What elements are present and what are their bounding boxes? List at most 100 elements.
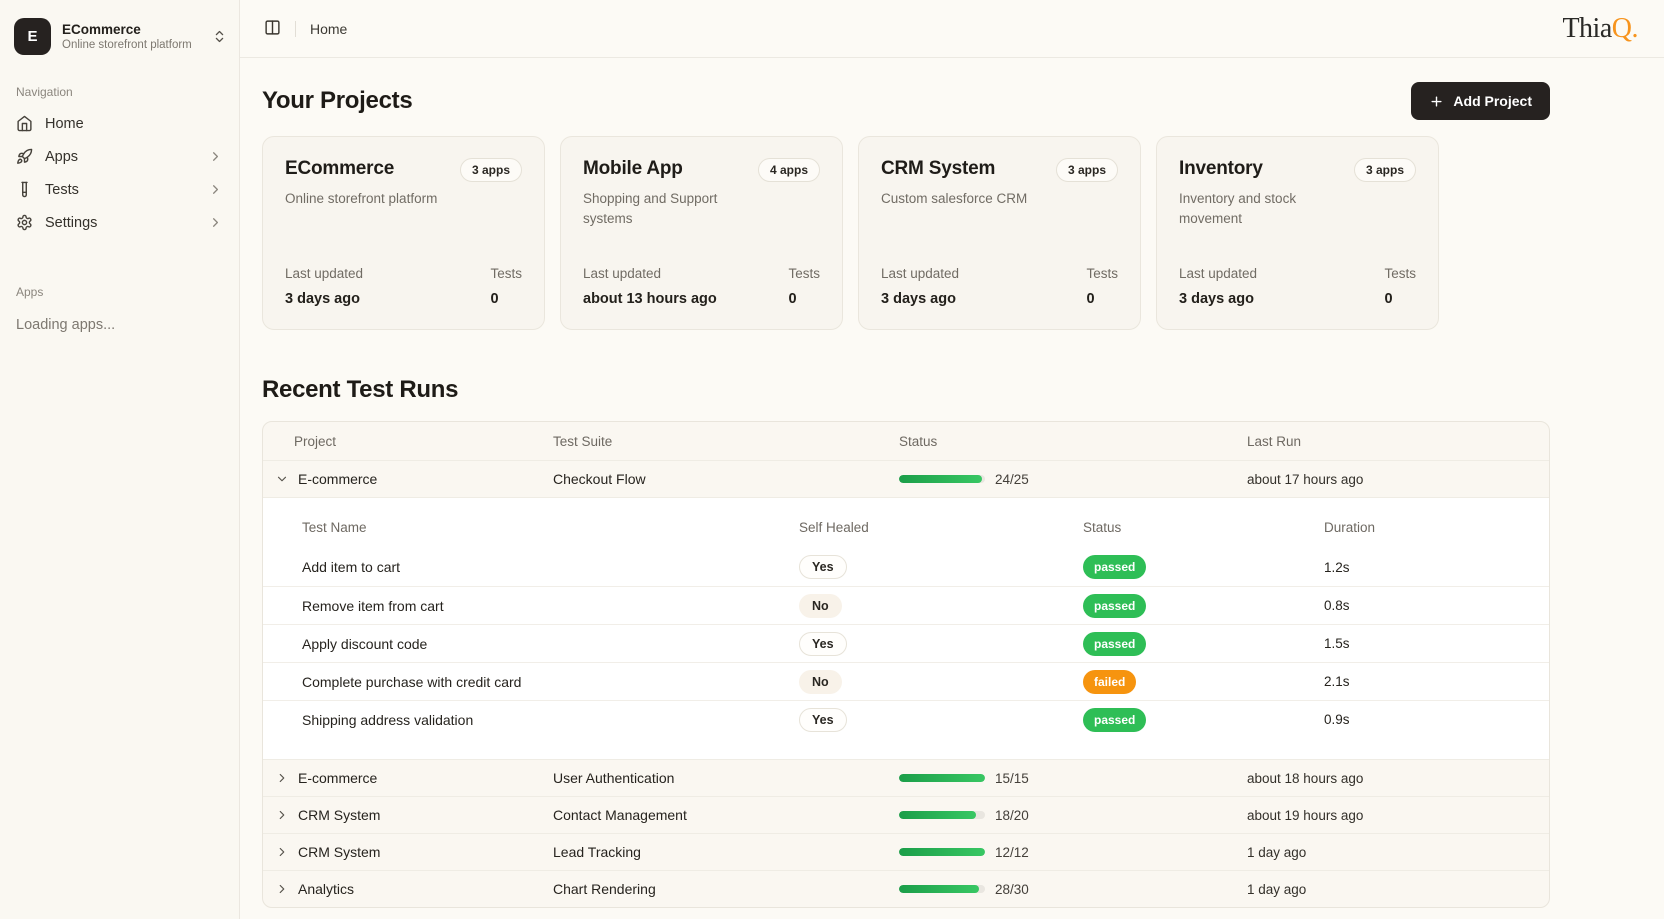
last-updated-label: Last updated (881, 266, 959, 281)
chevron-right-icon[interactable] (275, 845, 289, 859)
status-badge: failed (1083, 670, 1136, 694)
sidebar-toggle-button[interactable] (264, 19, 281, 39)
test-runs-table: Project Test Suite Status Last Run E-com… (262, 421, 1550, 908)
chevron-right-icon[interactable] (275, 808, 289, 822)
test-detail-row[interactable]: Shipping address validation Yes passed 0… (263, 700, 1549, 738)
project-card-description: Custom salesforce CRM (881, 189, 1051, 266)
last-updated-value: 3 days ago (881, 291, 959, 307)
run-last-run: 1 day ago (1247, 882, 1549, 897)
test-detail-row[interactable]: Add item to cart Yes passed 1.2s (263, 548, 1549, 586)
test-duration: 2.1s (1324, 674, 1549, 689)
run-project: Analytics (298, 881, 354, 897)
test-detail-row[interactable]: Complete purchase with credit card No fa… (263, 662, 1549, 700)
test-name: Add item to cart (302, 559, 799, 575)
add-project-button[interactable]: Add Project (1411, 82, 1550, 120)
gear-icon (16, 214, 33, 231)
run-last-run: about 18 hours ago (1247, 771, 1549, 786)
apps-count-badge: 3 apps (1056, 158, 1118, 182)
project-card-title: Mobile App (583, 158, 683, 180)
chevron-right-icon (208, 215, 223, 230)
last-updated-value: 3 days ago (285, 291, 363, 307)
run-suite: Lead Tracking (553, 844, 899, 860)
last-updated-label: Last updated (583, 266, 717, 281)
run-suite: Contact Management (553, 807, 899, 823)
project-card-ecommerce[interactable]: ECommerce 3 apps Online storefront platf… (262, 136, 545, 330)
self-healed-badge: Yes (799, 555, 847, 579)
chevron-right-icon[interactable] (275, 882, 289, 896)
chevron-right-icon[interactable] (275, 771, 289, 785)
project-card-description: Online storefront platform (285, 189, 455, 266)
tests-count: 0 (1384, 291, 1416, 307)
tests-count: 0 (788, 291, 820, 307)
brand-logo: ThiaQ. (1562, 13, 1638, 45)
tests-label: Tests (490, 266, 522, 281)
sidebar-item-home[interactable]: Home (0, 107, 239, 140)
project-card-inventory[interactable]: Inventory 3 apps Inventory and stock mov… (1156, 136, 1439, 330)
tests-label: Tests (1384, 266, 1416, 281)
last-updated-label: Last updated (1179, 266, 1257, 281)
pass-ratio: 12/12 (995, 845, 1029, 860)
test-detail-row[interactable]: Remove item from cart No passed 0.8s (263, 586, 1549, 624)
topbar: Home ThiaQ. (240, 0, 1664, 58)
test-name: Shipping address validation (302, 712, 799, 728)
last-updated-label: Last updated (285, 266, 363, 281)
chevron-right-icon (208, 182, 223, 197)
brand-logo-text: Thia (1562, 13, 1611, 44)
project-card-crm-system[interactable]: CRM System 3 apps Custom salesforce CRM … (858, 136, 1141, 330)
workspace-logo: E (14, 18, 51, 55)
sidebar-item-label: Settings (45, 215, 97, 231)
apps-count-badge: 3 apps (460, 158, 522, 182)
test-duration: 1.5s (1324, 636, 1549, 651)
workspace-switcher[interactable]: E ECommerce Online storefront platform (0, 10, 239, 63)
pass-ratio: 15/15 (995, 771, 1029, 786)
breadcrumb: Home (310, 21, 347, 37)
progress-bar (899, 475, 985, 483)
test-tube-icon (16, 181, 33, 198)
last-updated-value: 3 days ago (1179, 291, 1257, 307)
apps-count-badge: 3 apps (1354, 158, 1416, 182)
project-cards: ECommerce 3 apps Online storefront platf… (262, 136, 1664, 330)
tests-count: 0 (490, 291, 522, 307)
sidebar-item-tests[interactable]: Tests (0, 173, 239, 206)
test-run-row[interactable]: E-commerce User Authentication 15/15 abo… (263, 759, 1549, 796)
topbar-divider (295, 21, 296, 37)
test-detail-row[interactable]: Apply discount code Yes passed 1.5s (263, 624, 1549, 662)
panel-left-icon (264, 19, 281, 39)
table-header-row: Project Test Suite Status Last Run (263, 422, 1549, 460)
brand-logo-accent: Q. (1612, 13, 1638, 44)
sidebar-item-label: Home (45, 116, 84, 132)
run-project: E-commerce (298, 770, 377, 786)
rocket-icon (16, 148, 33, 165)
tests-label: Tests (1086, 266, 1118, 281)
column-header-project: Project (275, 434, 553, 449)
test-run-row[interactable]: Analytics Chart Rendering 28/30 1 day ag… (263, 870, 1549, 907)
section-title-recent-test-runs: Recent Test Runs (262, 376, 1664, 404)
test-duration: 0.9s (1324, 712, 1549, 727)
detail-header-row: Test Name Self Healed Status Duration (263, 506, 1549, 548)
pass-ratio: 24/25 (995, 472, 1029, 487)
sidebar-item-settings[interactable]: Settings (0, 206, 239, 239)
test-run-row[interactable]: CRM System Contact Management 18/20 abou… (263, 796, 1549, 833)
progress-bar (899, 885, 985, 893)
sidebar-item-label: Tests (45, 182, 79, 198)
project-card-mobile-app[interactable]: Mobile App 4 apps Shopping and Support s… (560, 136, 843, 330)
apps-count-badge: 4 apps (758, 158, 820, 182)
column-header-last-run: Last Run (1247, 434, 1549, 449)
self-healed-badge: Yes (799, 632, 847, 656)
chevron-down-icon[interactable] (275, 472, 289, 486)
pass-ratio: 28/30 (995, 882, 1029, 897)
test-run-row[interactable]: E-commerce Checkout Flow 24/25 about 17 … (263, 460, 1549, 497)
sidebar-item-apps[interactable]: Apps (0, 140, 239, 173)
column-header-test-suite: Test Suite (553, 434, 899, 449)
workspace-subtitle: Online storefront platform (62, 39, 201, 51)
status-badge: passed (1083, 632, 1146, 656)
run-project: CRM System (298, 807, 380, 823)
self-healed-badge: No (799, 594, 842, 618)
app-window: E ECommerce Online storefront platform N… (0, 0, 1664, 919)
run-last-run: about 17 hours ago (1247, 472, 1549, 487)
project-card-title: CRM System (881, 158, 995, 180)
test-run-row[interactable]: CRM System Lead Tracking 12/12 1 day ago (263, 833, 1549, 870)
last-updated-value: about 13 hours ago (583, 291, 717, 307)
test-name: Remove item from cart (302, 598, 799, 614)
sidebar: E ECommerce Online storefront platform N… (0, 0, 240, 919)
